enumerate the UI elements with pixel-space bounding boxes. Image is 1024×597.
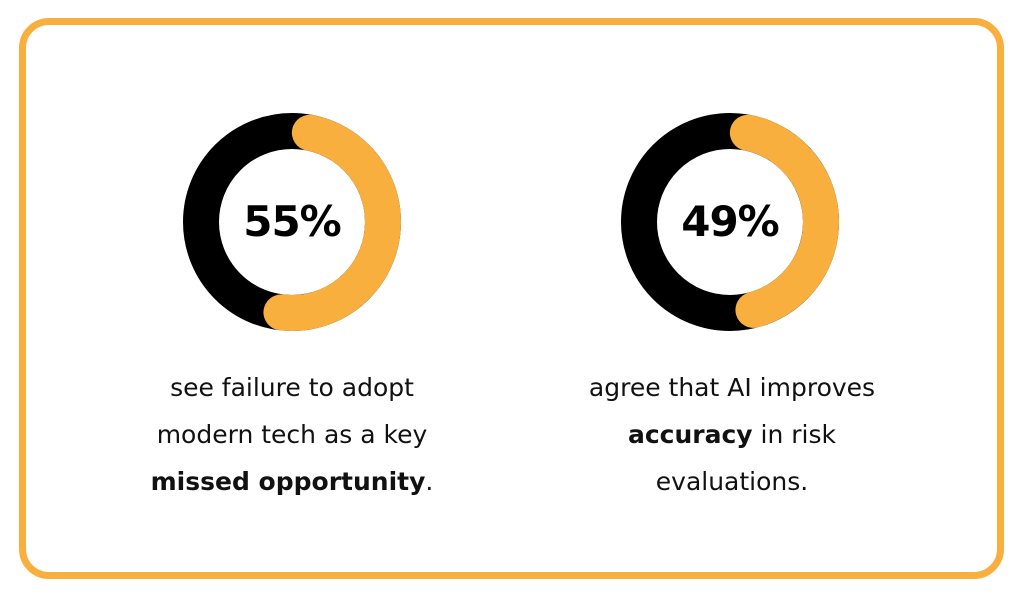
caption-bold: missed opportunity [150,467,426,496]
percent-label: 49% [681,197,780,246]
donut-value-arc [263,114,401,331]
caption-line: evaluations. [655,467,809,496]
caption-rest: in risk [752,420,837,449]
caption-line: modern tech as a key [156,420,428,449]
caption-2: agree that AI improves accuracy in risk … [532,364,932,505]
donut-svg [621,113,839,331]
caption-line: agree that AI improves [588,373,876,402]
caption-line: see failure to adopt [170,373,414,402]
caption-1: see failure to adopt modern tech as a ke… [92,364,492,505]
caption-punct: . [425,467,434,496]
caption-bold: accuracy [627,420,753,449]
donut-chart-55: 55% [182,112,402,332]
percent-label: 55% [243,197,342,246]
donut-chart-49: 49% [620,112,840,332]
donut-svg [183,113,401,331]
donut-value-arc [729,114,839,328]
card-border [19,18,1004,579]
